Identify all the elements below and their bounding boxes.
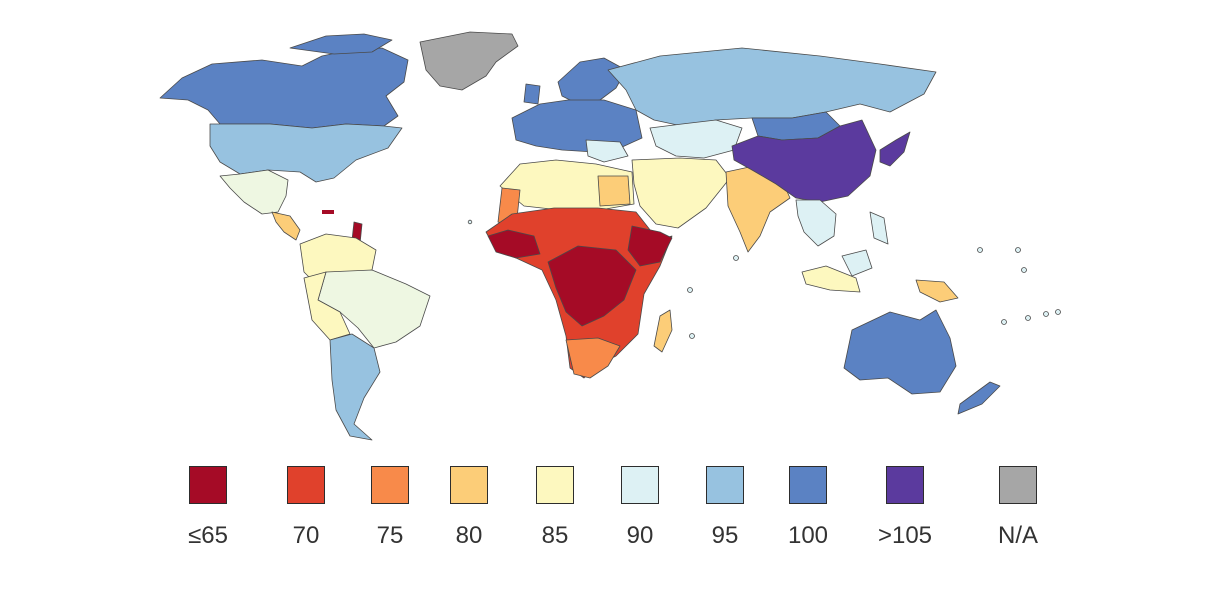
region-middle-east	[631, 157, 731, 229]
legend-label: ≤65	[188, 522, 228, 549]
region-greenland	[419, 31, 519, 91]
legend-swatch	[999, 466, 1037, 504]
region-china	[731, 119, 877, 203]
region-mexico	[219, 169, 289, 215]
legend-label: 80	[455, 522, 483, 549]
region-egypt	[597, 175, 631, 207]
legend-label: 85	[541, 522, 569, 549]
legend-swatch	[450, 466, 488, 504]
region-indonesia	[801, 265, 861, 293]
region-argentina-chile	[329, 333, 381, 441]
region-korea-japan	[879, 131, 911, 167]
region-scandinavia	[557, 57, 627, 105]
region-philippines	[869, 211, 889, 245]
region-madagascar	[653, 309, 673, 353]
region-borneo	[841, 249, 873, 277]
region-southeast-asia	[795, 199, 837, 247]
region-papua-new-guinea	[915, 279, 959, 303]
legend-swatch	[886, 466, 924, 504]
region-balkans	[585, 139, 629, 163]
legend-swatch	[371, 466, 409, 504]
legend-swatch	[189, 466, 227, 504]
region-usa	[209, 123, 403, 183]
region-central-america	[271, 211, 301, 241]
world-choropleth-map	[159, 31, 1061, 441]
map-legend: ≤65 70 75 80 85 90 95 100 >105 N/A	[0, 466, 1230, 566]
legend-swatch	[621, 466, 659, 504]
region-west-africa	[487, 229, 541, 259]
legend-label: 75	[376, 522, 404, 549]
region-south-africa	[565, 337, 621, 379]
region-new-zealand	[957, 381, 1001, 415]
legend-label: 100	[787, 522, 829, 549]
region-europe	[511, 99, 643, 153]
region-australia	[843, 309, 957, 395]
legend-label: N/A	[997, 522, 1038, 549]
region-russia	[607, 47, 937, 127]
region-central-africa	[547, 245, 637, 327]
legend-swatch	[706, 466, 744, 504]
legend-swatch	[536, 466, 574, 504]
region-horn-africa	[627, 225, 673, 267]
region-arctic-islands	[289, 33, 393, 55]
legend-label: 90	[626, 522, 654, 549]
legend-label: >105	[877, 522, 933, 549]
legend-swatch	[287, 466, 325, 504]
legend-swatch	[789, 466, 827, 504]
region-caribbean	[322, 210, 334, 214]
region-central-asia	[649, 119, 743, 159]
region-canada-alaska	[159, 47, 409, 129]
legend-label: 70	[292, 522, 320, 549]
region-uk-iceland	[523, 83, 541, 105]
legend-label: 95	[711, 522, 739, 549]
region-peru-bolivia	[303, 271, 351, 341]
region-pacific-islands	[467, 219, 1061, 339]
